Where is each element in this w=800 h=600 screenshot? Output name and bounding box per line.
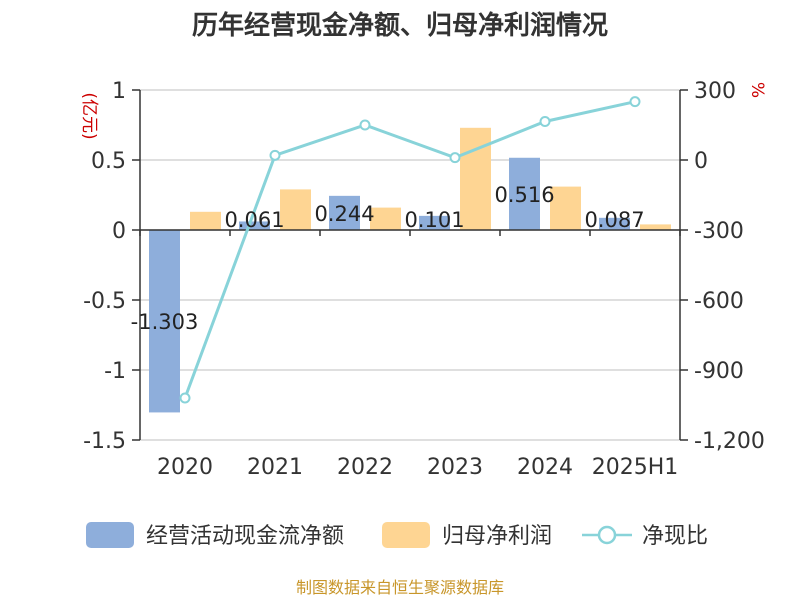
left-tick-label: 1 — [112, 79, 126, 104]
cashflow-data-label: 0.516 — [494, 183, 554, 207]
legend-label-cashflow: 经营活动现金流净额 — [146, 524, 344, 549]
right-tick-label: -300 — [694, 219, 744, 244]
bar-profit — [640, 224, 671, 230]
x-tick-label: 2021 — [247, 455, 303, 480]
cashflow-data-label: -1.303 — [131, 310, 199, 334]
ratio-line-path — [183, 100, 636, 399]
left-tick-label: 0.5 — [91, 149, 126, 174]
bar-profit — [550, 186, 581, 230]
ratio-point — [449, 152, 461, 164]
x-tick-label: 2024 — [517, 455, 573, 480]
legend: 经营活动现金流净额 归母净利润 净现比 — [86, 522, 708, 549]
bar-profit — [280, 189, 311, 230]
ratio-point — [539, 116, 551, 127]
left-tick-label: -0.5 — [83, 289, 126, 314]
bars — [149, 127, 671, 413]
ratio-point — [359, 119, 371, 131]
legend-marker-ratio — [597, 525, 617, 545]
axes: 1 0.5 0 -0.5 -1 -1.5 300 0 -300 -600 -900 -1,200 202… — [83, 79, 765, 480]
right-tick-label: 300 — [694, 79, 736, 104]
x-tick-label: 2023 — [427, 455, 483, 480]
right-tick-label: -900 — [694, 359, 744, 384]
ratio-point — [179, 392, 191, 404]
right-tick-label: -600 — [694, 289, 744, 314]
bar-cashflow — [509, 157, 540, 230]
legend-swatch-cashflow — [86, 522, 134, 548]
ratio-point — [629, 96, 641, 108]
bar-cashflow — [419, 215, 450, 230]
right-axis-unit: % — [747, 82, 767, 98]
x-tick-label: 2020 — [157, 455, 213, 480]
left-tick-label: -1.5 — [83, 429, 126, 454]
chart-title: 历年经营现金净额、归母净利润情况 — [192, 10, 608, 41]
x-tick-label: 2025H1 — [592, 455, 679, 480]
legend-swatch-profit — [382, 522, 430, 548]
left-tick-label: -1 — [104, 359, 126, 384]
bar-cashflow — [599, 217, 630, 230]
bar-profit — [190, 211, 221, 230]
ratio-line — [179, 96, 641, 404]
left-tick-label: 0 — [112, 219, 126, 244]
x-tick-label: 2022 — [337, 455, 393, 480]
right-tick-label: 0 — [694, 149, 708, 174]
cashflow-data-label: 0.061 — [224, 208, 284, 232]
bar-profit — [370, 207, 401, 230]
bar-profit — [460, 127, 491, 230]
left-axis-unit: (亿元) — [79, 92, 99, 139]
legend-label-profit: 归母净利润 — [442, 524, 552, 549]
data-labels: -1.303 0.061 0.244 0.101 0.516 0.087 — [131, 183, 645, 334]
cashflow-data-label: 0.101 — [404, 208, 464, 232]
right-tick-label: -1,200 — [694, 429, 765, 454]
ratio-point — [269, 149, 281, 161]
cashflow-data-label: 0.087 — [584, 208, 644, 232]
bar-cashflow — [149, 230, 180, 413]
cashflow-data-label: 0.244 — [314, 202, 374, 226]
bar-cashflow — [239, 221, 270, 230]
data-source: 制图数据来自恒生聚源数据库 — [296, 578, 504, 597]
legend-label-ratio: 净现比 — [642, 524, 708, 549]
bar-cashflow — [329, 195, 360, 230]
